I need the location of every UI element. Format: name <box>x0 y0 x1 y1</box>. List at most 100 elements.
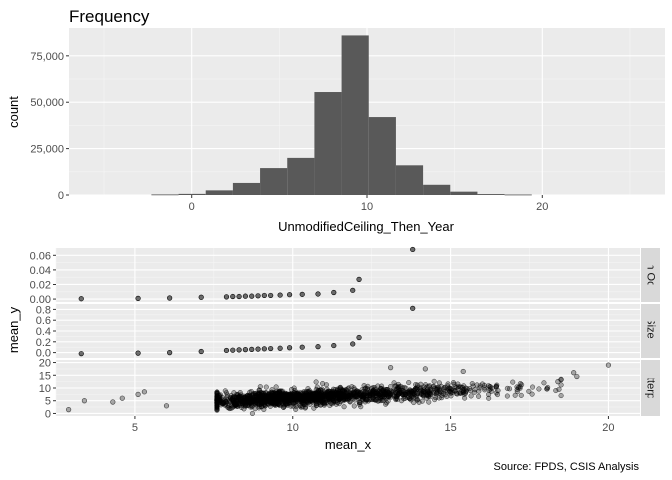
facet-x-tick-label: 20 <box>602 422 614 434</box>
facet-strip: catterplot <box>641 360 660 416</box>
scatter-point <box>421 389 428 395</box>
scatter-point <box>249 410 255 417</box>
scatter-point <box>250 391 256 397</box>
scatter-point <box>461 391 467 397</box>
scatter-point <box>439 395 445 401</box>
scatter-point <box>518 392 524 398</box>
scatter-point <box>351 389 357 395</box>
scatter-point <box>356 334 362 341</box>
scatter-point <box>402 390 408 396</box>
scatter-point <box>78 351 84 357</box>
scatter-point <box>268 292 274 299</box>
histogram-y-tick-label: 50,000 <box>30 97 64 109</box>
scatter-point <box>236 293 242 300</box>
scatter-point <box>288 403 294 409</box>
scatter-point <box>356 276 362 282</box>
scatter-point <box>214 401 220 408</box>
scatter-point <box>248 400 254 407</box>
scatter-point <box>558 382 564 388</box>
scatter-point <box>236 347 242 353</box>
faceted-scatter-chart: 0.00 0.02 0.04 0.06 ach Occu 0.00.20.40.60.8 e… <box>6 246 660 473</box>
scatter-point <box>78 296 84 302</box>
scatter-point <box>223 347 230 354</box>
scatter-point <box>198 294 204 300</box>
scatter-point <box>343 396 349 402</box>
scatter-point <box>476 393 482 399</box>
scatter-point <box>257 384 263 390</box>
scatter-point <box>555 379 561 385</box>
scatter-point <box>267 394 273 400</box>
scatter-point <box>571 370 577 376</box>
facet-strip-background <box>641 360 660 416</box>
scatter-point <box>373 397 379 403</box>
scatter-point <box>292 399 298 405</box>
scatter-point <box>214 396 220 402</box>
scatter-point <box>441 385 447 391</box>
scatter-point <box>536 386 542 392</box>
facet-y-tick-label: 0.00 <box>30 294 51 306</box>
scatter-point <box>221 399 227 405</box>
facet-y-tick-label: 0.2 <box>36 337 51 349</box>
scatter-point <box>530 384 536 390</box>
scatter-point <box>295 391 301 397</box>
scatter-point <box>462 390 468 396</box>
scatter-point <box>430 384 436 390</box>
scatter-point <box>313 379 319 385</box>
scatter-point <box>407 396 413 402</box>
histogram-bar <box>260 168 288 195</box>
scatter-point <box>529 391 535 397</box>
facet-y-tick-label: 0.0 <box>36 348 51 360</box>
scatter-point <box>337 384 343 391</box>
scatter-point <box>526 388 532 394</box>
scatter-y-axis-title: mean_y <box>6 306 21 353</box>
histogram-bar <box>232 182 261 195</box>
scatter-point <box>375 383 381 389</box>
scatter-point <box>433 395 439 401</box>
scatter-point <box>390 387 396 393</box>
scatter-point <box>163 403 170 409</box>
scatter-point <box>299 291 305 297</box>
scatter-point <box>334 400 341 406</box>
scatter-point <box>328 400 334 406</box>
scatter-point <box>167 350 173 356</box>
histogram-bars <box>151 35 532 196</box>
scatter-point <box>341 404 347 410</box>
scatter-point <box>395 381 401 387</box>
scatter-point <box>431 378 437 384</box>
scatter-point <box>267 403 273 409</box>
scatter-point <box>460 368 466 375</box>
scatter-point <box>510 379 516 385</box>
scatter-point <box>402 395 408 401</box>
scatter-point <box>277 345 283 351</box>
scatter-point <box>365 386 371 392</box>
scatter-point <box>198 348 204 355</box>
scatter-point <box>242 347 249 353</box>
scatter-point <box>261 292 267 299</box>
facet-y-tick-label: 0.8 <box>36 304 51 316</box>
scatter-point <box>383 401 389 407</box>
scatter-point <box>256 390 262 396</box>
histogram-x-tick-label: 10 <box>361 201 373 213</box>
scatter-point <box>425 392 431 398</box>
facet-x-ticks: 5 10 15 20 <box>132 416 615 434</box>
scatter-point <box>292 395 298 401</box>
scatter-point <box>230 293 236 300</box>
facet-strip-background <box>641 304 660 358</box>
scatter-point <box>493 383 499 389</box>
scatter-point <box>268 345 274 352</box>
facet-y-tick-label: 0.06 <box>30 250 51 262</box>
scatter-point <box>320 380 326 387</box>
histogram-bar <box>450 191 478 195</box>
scatter-point <box>438 383 444 389</box>
histogram-bar <box>395 165 424 195</box>
scatter-point <box>359 392 365 398</box>
scatter-point <box>291 385 297 391</box>
scatter-point <box>318 393 324 399</box>
scatter-point <box>471 389 478 395</box>
scatter-point <box>110 399 116 405</box>
scatter-point <box>426 383 432 389</box>
scatter-point <box>242 394 248 400</box>
scatter-point <box>410 246 416 253</box>
scatter-point <box>280 392 286 398</box>
scatter-point <box>300 393 306 399</box>
